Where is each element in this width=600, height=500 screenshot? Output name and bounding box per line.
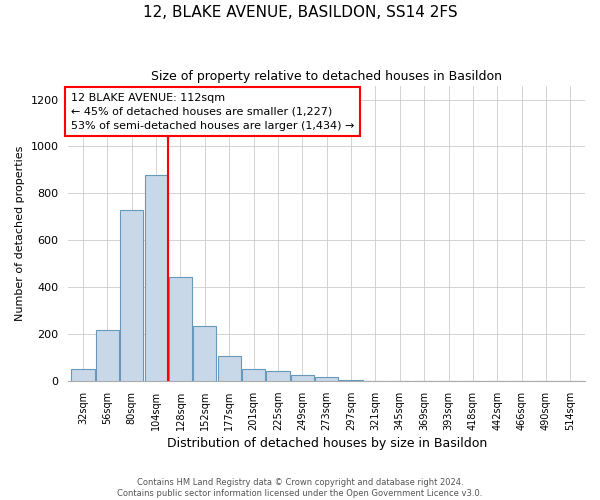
Bar	[340, 380, 362, 381]
Bar	[193, 326, 217, 381]
Text: 12, BLAKE AVENUE, BASILDON, SS14 2FS: 12, BLAKE AVENUE, BASILDON, SS14 2FS	[143, 5, 457, 20]
Bar	[218, 356, 241, 381]
Y-axis label: Number of detached properties: Number of detached properties	[15, 146, 25, 321]
Bar	[266, 372, 290, 381]
Bar	[96, 330, 119, 381]
Text: 12 BLAKE AVENUE: 112sqm
← 45% of detached houses are smaller (1,227)
53% of semi: 12 BLAKE AVENUE: 112sqm ← 45% of detache…	[71, 92, 354, 130]
Text: Contains HM Land Registry data © Crown copyright and database right 2024.
Contai: Contains HM Land Registry data © Crown c…	[118, 478, 482, 498]
Bar	[169, 276, 192, 381]
Bar	[120, 210, 143, 381]
Bar	[242, 369, 265, 381]
Bar	[315, 378, 338, 381]
X-axis label: Distribution of detached houses by size in Basildon: Distribution of detached houses by size …	[167, 437, 487, 450]
Title: Size of property relative to detached houses in Basildon: Size of property relative to detached ho…	[151, 70, 502, 83]
Bar	[291, 375, 314, 381]
Bar	[145, 174, 168, 381]
Bar	[71, 369, 95, 381]
